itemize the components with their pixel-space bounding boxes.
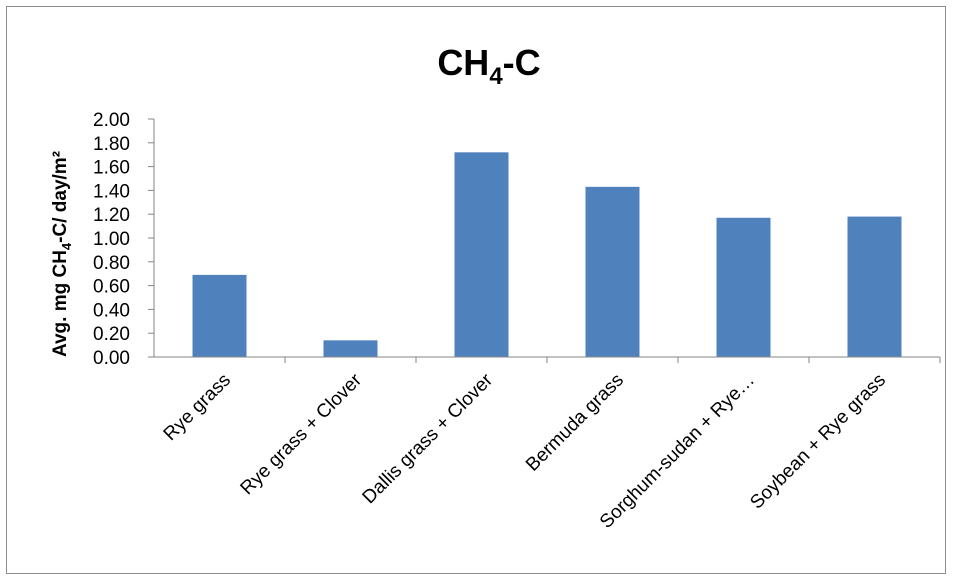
x-category-label: Sorghum-sudan + Rye… bbox=[596, 370, 759, 533]
x-category-label: Rye grass bbox=[160, 370, 235, 445]
x-category-label: Soybean + Rye grass bbox=[746, 370, 890, 514]
y-tick-label: 2.00 bbox=[93, 110, 130, 131]
y-tick-label: 0.00 bbox=[93, 348, 130, 369]
bar bbox=[716, 217, 771, 357]
y-tick-label: 1.00 bbox=[93, 229, 130, 250]
y-tick-label: 0.60 bbox=[93, 277, 130, 298]
bar bbox=[454, 152, 509, 357]
x-category-label: Rye grass + Clover bbox=[237, 369, 367, 499]
y-tick-label: 0.80 bbox=[93, 253, 130, 274]
bar bbox=[847, 216, 902, 357]
y-tick-label: 0.40 bbox=[93, 300, 130, 321]
bar bbox=[585, 186, 640, 357]
y-tick-label: 1.80 bbox=[93, 134, 130, 155]
x-category-label: Bermuda grass bbox=[522, 370, 628, 476]
bar bbox=[323, 340, 378, 357]
y-axis-label: Avg. mg CH4-C/ day/m² bbox=[50, 151, 74, 357]
y-tick-label: 1.40 bbox=[93, 181, 130, 202]
y-tick-label: 1.60 bbox=[93, 158, 130, 179]
chart-title: CH4-C bbox=[437, 42, 540, 90]
y-tick-label: 1.20 bbox=[93, 205, 130, 226]
bar bbox=[192, 274, 247, 357]
y-tick-label: 0.20 bbox=[93, 324, 130, 345]
x-category-label: Dallis grass + Clover bbox=[359, 369, 498, 508]
